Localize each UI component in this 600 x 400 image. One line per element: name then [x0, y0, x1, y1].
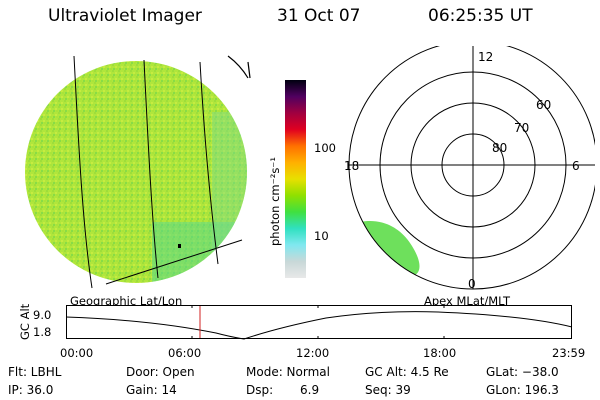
- coastline: [227, 55, 249, 79]
- glat-info: GLat: −38.0: [486, 365, 559, 379]
- image-date: 31 Oct 07: [277, 6, 361, 26]
- xtick-1200: 12:00: [296, 346, 330, 360]
- colorbar-tick-10: 10: [314, 229, 329, 243]
- colorbar-unit-label: photon cm⁻²s⁻¹: [268, 157, 282, 246]
- lat-label-80: 80: [492, 141, 507, 155]
- mlt-label-6: 6: [572, 159, 580, 173]
- lat-label-60: 60: [536, 98, 551, 112]
- timeline-ytop: 9.0: [33, 308, 52, 322]
- timeline-ticks: [191, 305, 445, 339]
- aurora-region: [360, 221, 420, 276]
- mlt-label-0: 0: [468, 277, 476, 291]
- coastline: [247, 61, 251, 79]
- xtick-0000: 00:00: [60, 346, 94, 360]
- altitude-curve: [66, 311, 573, 340]
- filter-info: Flt: LBHL: [8, 365, 62, 379]
- dsp-value: 6.9: [300, 383, 320, 397]
- meridian-line: [73, 55, 93, 289]
- mlt-label-12: 12: [478, 50, 493, 64]
- latitude-line: [105, 239, 243, 285]
- colorbar: [285, 80, 306, 278]
- glon-info: GLon: 196.3: [486, 383, 559, 397]
- app-title: Ultraviolet Imager: [48, 6, 202, 26]
- xtick-2359: 23:59: [552, 346, 586, 360]
- image-time: 06:25:35 UT: [428, 6, 533, 26]
- meridian-line: [199, 61, 219, 265]
- apex-label: Apex MLat/MLT: [424, 294, 511, 308]
- gain-info: Gain: 14: [126, 383, 177, 397]
- ip-info: IP: 36.0: [8, 383, 54, 397]
- xtick-1800: 18:00: [423, 346, 457, 360]
- lat-label-70: 70: [514, 121, 529, 135]
- seq-info: Seq: 39: [365, 383, 411, 397]
- altitude-timeline: [66, 305, 573, 340]
- timeline-ybottom: 1.8: [33, 325, 52, 339]
- door-info: Door: Open: [126, 365, 195, 379]
- mlt-label-18: 18: [344, 159, 359, 173]
- geographic-label: Geographic Lat/Lon: [70, 294, 183, 308]
- mode-info: Mode: Normal: [246, 365, 330, 379]
- colorbar-tick-100: 100: [314, 141, 336, 155]
- meridian-line: [143, 59, 159, 279]
- geographic-image: [25, 55, 251, 289]
- dsp-label: Dsp:: [246, 383, 274, 397]
- timeline-ylabel: GC Alt: [18, 303, 32, 340]
- gc-alt-info: GC Alt: 4.5 Re: [365, 365, 449, 379]
- xtick-0600: 06:00: [168, 346, 202, 360]
- polar-grid: 12 18 6 0 60 70 80: [344, 46, 595, 291]
